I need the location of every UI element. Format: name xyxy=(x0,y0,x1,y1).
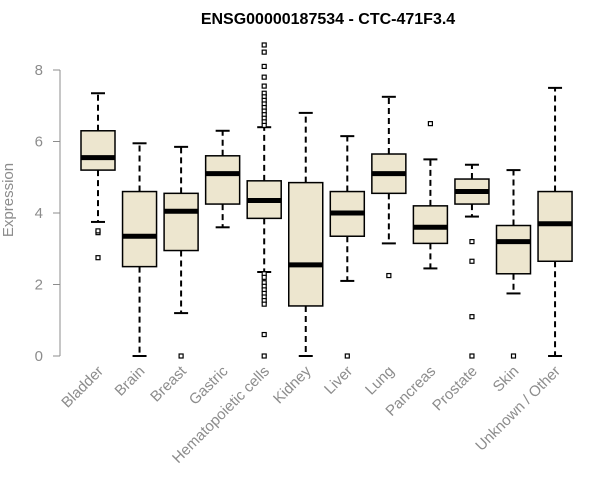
y-axis: 0 2 4 6 8 xyxy=(35,62,61,365)
boxes xyxy=(80,42,573,359)
box-iqr xyxy=(288,181,324,307)
box-group xyxy=(412,121,449,270)
box-group xyxy=(121,142,158,357)
outlier-point xyxy=(386,272,392,279)
box-iqr xyxy=(121,190,158,268)
x-tick-label: Bladder xyxy=(58,363,107,412)
box-group xyxy=(246,42,282,359)
outlier-point xyxy=(510,353,517,359)
box-group xyxy=(454,163,490,359)
outlier-point xyxy=(261,49,267,55)
outlier-point xyxy=(261,301,267,307)
x-tick-label: Breast xyxy=(147,362,190,405)
box-group xyxy=(371,95,407,279)
outlier-point xyxy=(261,63,267,70)
outlier-point xyxy=(261,353,267,359)
outlier-point xyxy=(261,74,267,80)
outlier-point xyxy=(261,331,267,338)
box-group xyxy=(288,111,324,357)
outlier-point xyxy=(178,353,184,359)
x-tick-label: Prostate xyxy=(429,363,481,415)
y-tick-label: 6 xyxy=(35,134,43,151)
box-group xyxy=(329,135,366,359)
x-tick-label: Skin xyxy=(490,363,523,396)
x-tick-label: Liver xyxy=(321,363,356,398)
y-axis-label: Expression xyxy=(0,163,17,237)
box-iqr xyxy=(495,224,532,275)
outlier-point xyxy=(261,42,267,48)
x-tick-label: Kidney xyxy=(270,362,315,407)
box-group xyxy=(204,129,241,229)
outlier-point xyxy=(427,121,433,127)
box-iqr xyxy=(537,190,573,263)
box-group xyxy=(163,145,199,359)
y-tick-label: 2 xyxy=(35,277,43,294)
outlier-point xyxy=(344,353,350,359)
y-tick-label: 8 xyxy=(35,62,43,79)
box-group xyxy=(80,92,116,261)
y-tick-label: 4 xyxy=(35,205,43,222)
outlier-point xyxy=(261,83,267,89)
x-tick-label: Brain xyxy=(112,363,149,400)
x-tick-label: Lung xyxy=(362,363,398,399)
outlier-point xyxy=(95,255,101,261)
outlier-point xyxy=(261,274,267,280)
box-group xyxy=(495,169,532,359)
outlier-point xyxy=(469,258,475,264)
chart-title: ENSG00000187534 - CTC-471F3.4 xyxy=(201,11,455,28)
box-group xyxy=(537,86,573,357)
box-iqr xyxy=(80,130,116,171)
outlier-point xyxy=(469,353,475,359)
outlier-point xyxy=(469,314,475,320)
box-iqr xyxy=(412,205,449,245)
y-tick-label: 0 xyxy=(35,348,43,365)
outlier-point xyxy=(469,239,475,245)
outlier-point xyxy=(261,122,267,129)
box-iqr xyxy=(163,192,199,252)
outlier-point xyxy=(95,228,101,234)
box-iqr xyxy=(204,155,241,205)
